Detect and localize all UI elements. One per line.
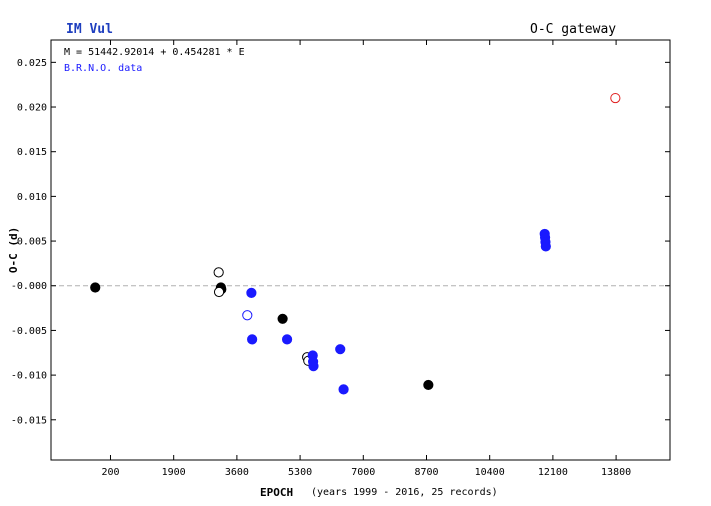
x-tick-label: 1900 [162, 467, 186, 478]
data-point [338, 384, 349, 395]
data-point [423, 379, 434, 391]
data-point [308, 361, 319, 372]
star-name: IM Vul [66, 22, 113, 37]
data-point [610, 92, 621, 104]
x-tick-label: 3600 [225, 467, 249, 478]
x-tick-label: 200 [101, 467, 119, 478]
y-tick-label: 0.025 [17, 58, 47, 69]
y-tick-label: 0.020 [17, 103, 47, 114]
source-text: B.R.N.O. data [64, 63, 142, 74]
data-point [540, 241, 551, 252]
x-axis-note: (years 1999 - 2016, 25 records) [311, 487, 498, 498]
y-tick-label: -0.015 [11, 415, 47, 426]
y-tick-label: 0.015 [17, 147, 47, 158]
y-axis-label: O-C (d) [7, 227, 20, 273]
y-tick-label: -0.005 [11, 326, 47, 337]
data-point [242, 310, 253, 321]
x-tick-label: 12100 [538, 467, 568, 478]
data-point [277, 313, 288, 324]
data-points [90, 92, 621, 395]
y-tick-label: -0.000 [11, 281, 47, 292]
x-tick-label: 5300 [288, 467, 312, 478]
y-tick-label: -0.010 [11, 371, 47, 382]
x-tick-label: 7000 [351, 467, 375, 478]
data-point [247, 334, 258, 345]
y-tick-label: 0.005 [17, 237, 47, 248]
data-point [90, 282, 101, 293]
data-point [213, 267, 224, 278]
data-point [281, 334, 293, 345]
x-tick-label: 8700 [414, 467, 438, 478]
x-axis-label: EPOCH [260, 486, 293, 499]
x-tick-label: 10400 [475, 467, 505, 478]
ephemeris-text: M = 51442.92014 + 0.454281 * E [64, 47, 245, 58]
x-axis: 200 1900 3600 5300 7000 8700 10400 12100 13800 [101, 40, 631, 478]
x-tick-label: 13800 [601, 467, 631, 478]
data-point [246, 287, 257, 298]
plot-frame [50, 39, 671, 461]
data-point [335, 344, 346, 355]
data-point [213, 286, 225, 298]
gateway-label: O-C gateway [530, 22, 616, 37]
y-axis: 0.025 0.020 0.015 0.010 0.005 -0.000 -0.005 -0.… [11, 58, 670, 426]
y-tick-label: 0.010 [17, 192, 47, 203]
